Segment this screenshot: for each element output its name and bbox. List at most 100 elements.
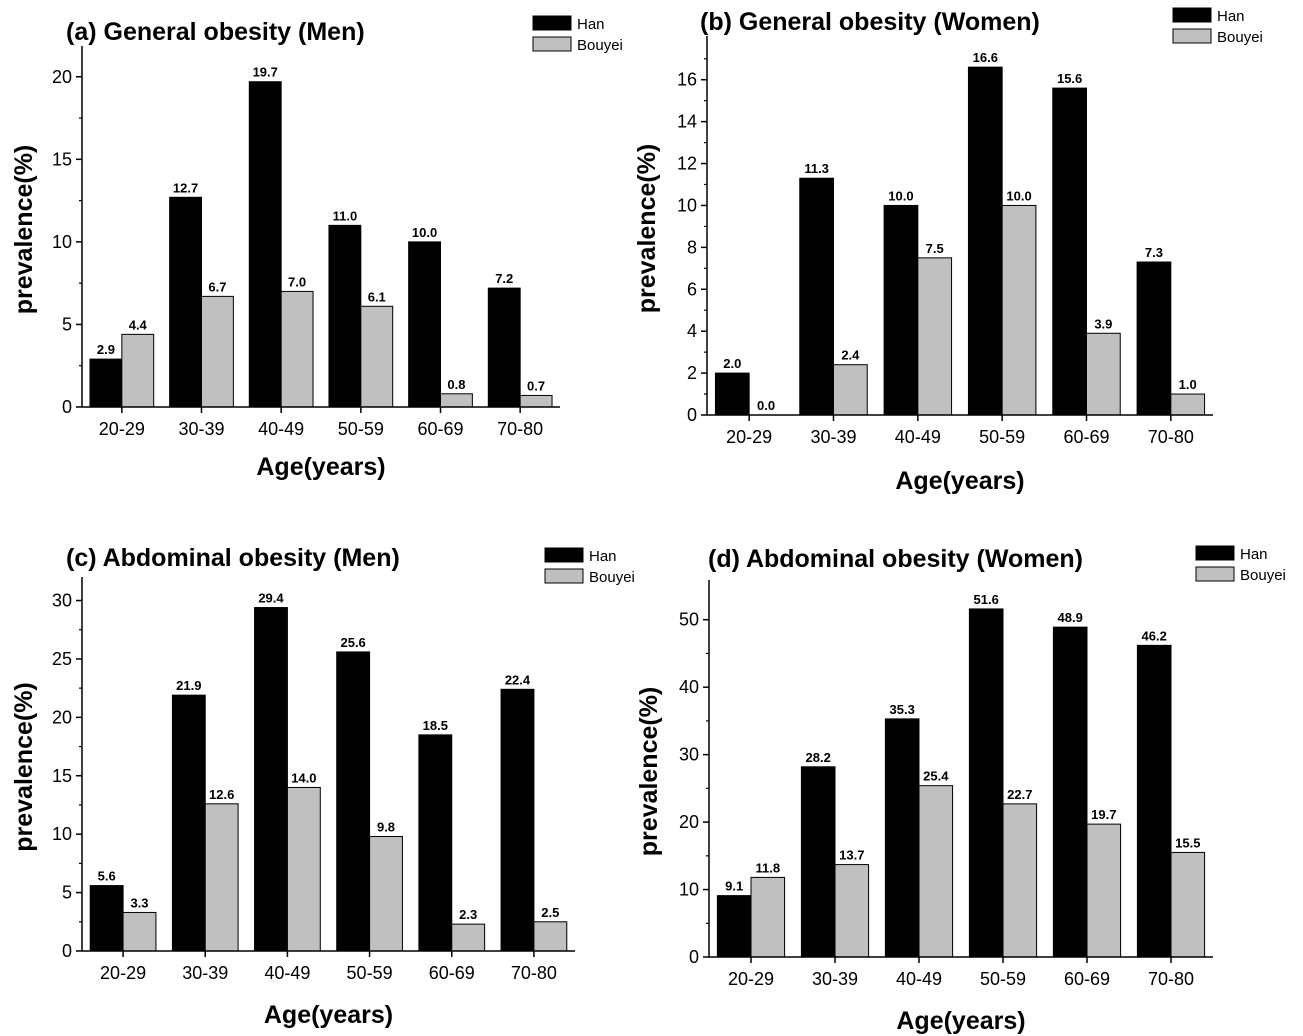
bar-bouyei-60-69 [440,393,473,408]
data-label-han-30-39: 12.7 [173,180,198,195]
x-tick-label: 40-49 [264,963,310,983]
bar-han-20-29 [89,885,124,952]
bar-han-40-49 [254,607,288,952]
y-tick-label: 8 [687,237,697,257]
bar-han-30-39 [171,694,206,952]
y-tick-label: 10 [52,824,72,844]
legend-label-han: Han [1240,546,1268,563]
y-tick-label: 20 [52,67,72,87]
y-tick-label: 5 [62,883,72,903]
data-label-han-40-49: 10.0 [888,188,913,203]
legend-swatch-bouyei [544,568,584,584]
data-label-han-20-29: 5.6 [98,869,116,884]
x-axis-title: Age(years) [896,1007,1025,1035]
data-label-han-20-29: 2.0 [723,356,741,371]
bar-bouyei-30-39 [833,364,868,416]
data-label-bouyei-20-29: 11.8 [756,860,781,875]
x-tick-label: 60-69 [429,963,475,983]
x-axis-title: Age(years) [895,467,1024,495]
data-label-bouyei-20-29: 4.4 [129,317,148,332]
y-tick-label: 12 [677,154,697,174]
x-tick-label: 50-59 [338,419,384,439]
bar-bouyei-50-59 [360,305,394,408]
panel-general-obesity-men: (a) General obesity (Men) 2.9 12.7 19.7 11.0… [10,15,623,481]
legend-label-bouyei: Bouyei [1240,567,1286,584]
y-tick-label: 0 [62,397,72,417]
y-tick-label: 2 [687,363,697,383]
x-tick-label: 20-29 [100,963,146,983]
legend-label-han: Han [1217,8,1245,25]
y-tick-label: 6 [687,279,697,299]
data-label-bouyei-50-59: 22.7 [1007,787,1032,802]
bar-han-50-59 [336,651,371,952]
bar-bouyei-20-29 [122,911,157,952]
bar-han-60-69 [1052,87,1088,416]
data-label-bouyei-30-39: 2.4 [841,348,860,363]
bar-han-70-80 [487,287,521,408]
x-tick-label: 50-59 [979,427,1025,447]
y-tick-label: 0 [689,947,699,967]
panel-title: (d) Abdominal obesity (Women) [708,545,1083,573]
bar-han-60-69 [408,241,441,408]
x-tick-label: 40-49 [896,969,942,989]
legend: Han Bouyei [1172,7,1263,46]
data-label-han-70-80: 7.3 [1145,245,1163,260]
panel-title: (c) Abdominal obesity (Men) [66,544,400,572]
panel-title: (b) General obesity (Women) [700,8,1040,36]
legend-swatch-bouyei [1195,566,1235,582]
bar-bouyei-30-39 [201,295,234,408]
x-tick-label: 50-59 [980,969,1026,989]
bar-bouyei-70-80 [1170,851,1206,958]
legend-label-han: Han [589,548,617,565]
bar-bouyei-40-49 [918,785,954,958]
legend: Han Bouyei [532,15,623,54]
bar-han-30-39 [169,196,202,408]
bar-bouyei-20-29 [121,333,155,408]
bar-bouyei-40-49 [286,786,321,952]
y-axis-title: prevalence(%) [635,687,663,857]
data-label-bouyei-40-49: 7.5 [926,241,944,256]
y-tick-label: 30 [679,745,699,765]
data-label-han-60-69: 15.6 [1057,71,1082,86]
data-label-bouyei-20-29: 0.0 [757,398,775,413]
data-label-han-30-39: 28.2 [806,750,831,765]
bar-han-50-59 [967,66,1003,416]
x-tick-label: 30-39 [178,419,224,439]
data-label-han-50-59: 11.0 [333,208,358,223]
y-tick-label: 4 [687,321,697,341]
bar-han-70-80 [1136,261,1172,416]
y-tick-label: 30 [52,591,72,611]
legend-label-bouyei: Bouyei [589,569,635,586]
bar-bouyei-70-80 [519,394,553,408]
data-label-bouyei-30-39: 6.7 [208,279,226,294]
bar-han-60-69 [418,734,453,952]
data-label-bouyei-40-49: 25.4 [923,769,949,784]
data-label-han-50-59: 25.6 [340,635,365,650]
bar-bouyei-20-29 [750,876,786,958]
y-axis-title: prevalence(%) [633,144,661,314]
y-axis-title: prevalence(%) [10,682,38,852]
bar-bouyei-60-69 [1086,332,1121,416]
data-label-han-40-49: 29.4 [258,591,284,606]
bar-han-20-29 [714,372,750,416]
y-tick-label: 14 [677,112,697,132]
x-tick-label: 20-29 [726,427,772,447]
data-label-bouyei-70-80: 2.5 [541,905,559,920]
x-tick-label: 70-80 [1148,969,1194,989]
y-tick-label: 15 [52,766,72,786]
data-label-bouyei-50-59: 10.0 [1006,188,1031,203]
x-axis-title: Age(years) [264,1001,393,1029]
data-label-bouyei-70-80: 15.5 [1175,835,1200,850]
y-tick-label: 0 [62,941,72,961]
x-tick-label: 60-69 [1064,969,1110,989]
x-tick-label: 30-39 [810,427,856,447]
data-label-bouyei-50-59: 6.1 [368,289,386,304]
data-label-han-20-29: 9.1 [725,879,743,894]
y-tick-label: 10 [679,880,699,900]
data-label-han-40-49: 19.7 [253,65,278,80]
y-tick-label: 50 [679,610,699,630]
bar-bouyei-30-39 [834,864,870,958]
legend-label-bouyei: Bouyei [1217,29,1263,46]
data-label-bouyei-70-80: 0.7 [527,378,545,393]
legend-swatch-han [1195,545,1235,561]
